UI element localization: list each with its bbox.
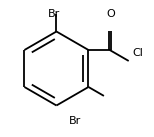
Text: Br: Br: [69, 116, 81, 126]
Text: Cl: Cl: [133, 48, 143, 58]
Text: O: O: [106, 9, 115, 19]
Text: Br: Br: [48, 9, 60, 19]
